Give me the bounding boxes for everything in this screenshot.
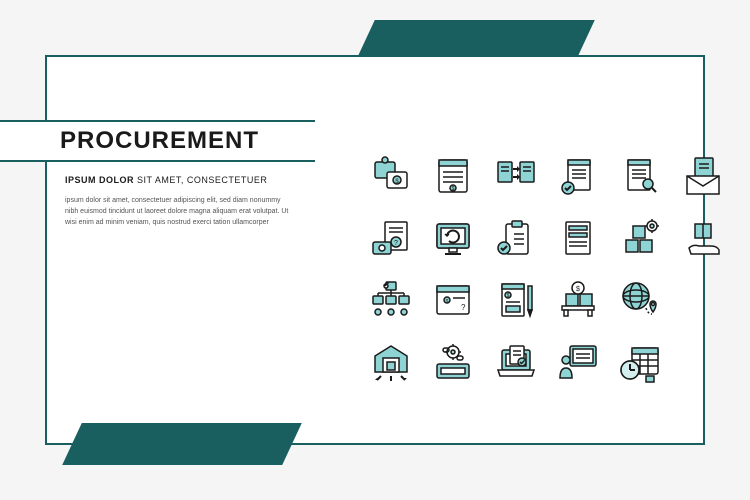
svg-text:$: $ [446,299,449,305]
calendar-clock-icon [616,338,664,386]
svg-text:?: ? [461,303,466,312]
svg-text:$: $ [576,286,580,293]
warehouse-out-icon [367,338,415,386]
document-approved-icon [554,152,602,200]
person-screen-icon [554,338,602,386]
blank [679,338,727,386]
svg-text:$: $ [506,293,509,299]
browser-list-icon: $ [429,152,477,200]
invoice-pen-icon: $ [492,276,540,324]
subtitle-bold: IPSUM DOLOR [65,175,134,185]
accent-shape-bottom [62,423,302,465]
link-gear-icon [429,338,477,386]
pallet-money-icon: $ [554,276,602,324]
documents-transfer-icon [492,152,540,200]
money-question-icon: ? [367,214,415,262]
globe-location-icon [616,276,664,324]
svg-text:$: $ [452,186,455,192]
laptop-check-icon [492,338,540,386]
document-search-icon [616,152,664,200]
boxes-gear-icon [616,214,664,262]
org-chart-icon [367,276,415,324]
hand-box-icon [679,214,727,262]
blank [679,276,727,324]
title-bar: PROCUREMENT [0,120,315,162]
page-title: PROCUREMENT [60,127,259,155]
clipboard-check-icon [492,214,540,262]
main-card: $ $ ? $? $ $ [45,55,705,445]
svg-text:?: ? [394,240,398,247]
subtitle: IPSUM DOLOR SIT AMET, CONSECTETUER [65,175,267,185]
icon-grid: $ $ ? $? $ $ [367,152,737,396]
chat-money-icon: $ [367,152,415,200]
form-document-icon [554,214,602,262]
subtitle-regular: SIT AMET, CONSECTETUER [134,175,267,185]
computer-refresh-icon [429,214,477,262]
browser-question-icon: $? [429,276,477,324]
mail-document-icon [679,152,727,200]
body-text: ipsum dolor sit amet, consectetuer adipi… [65,195,295,229]
